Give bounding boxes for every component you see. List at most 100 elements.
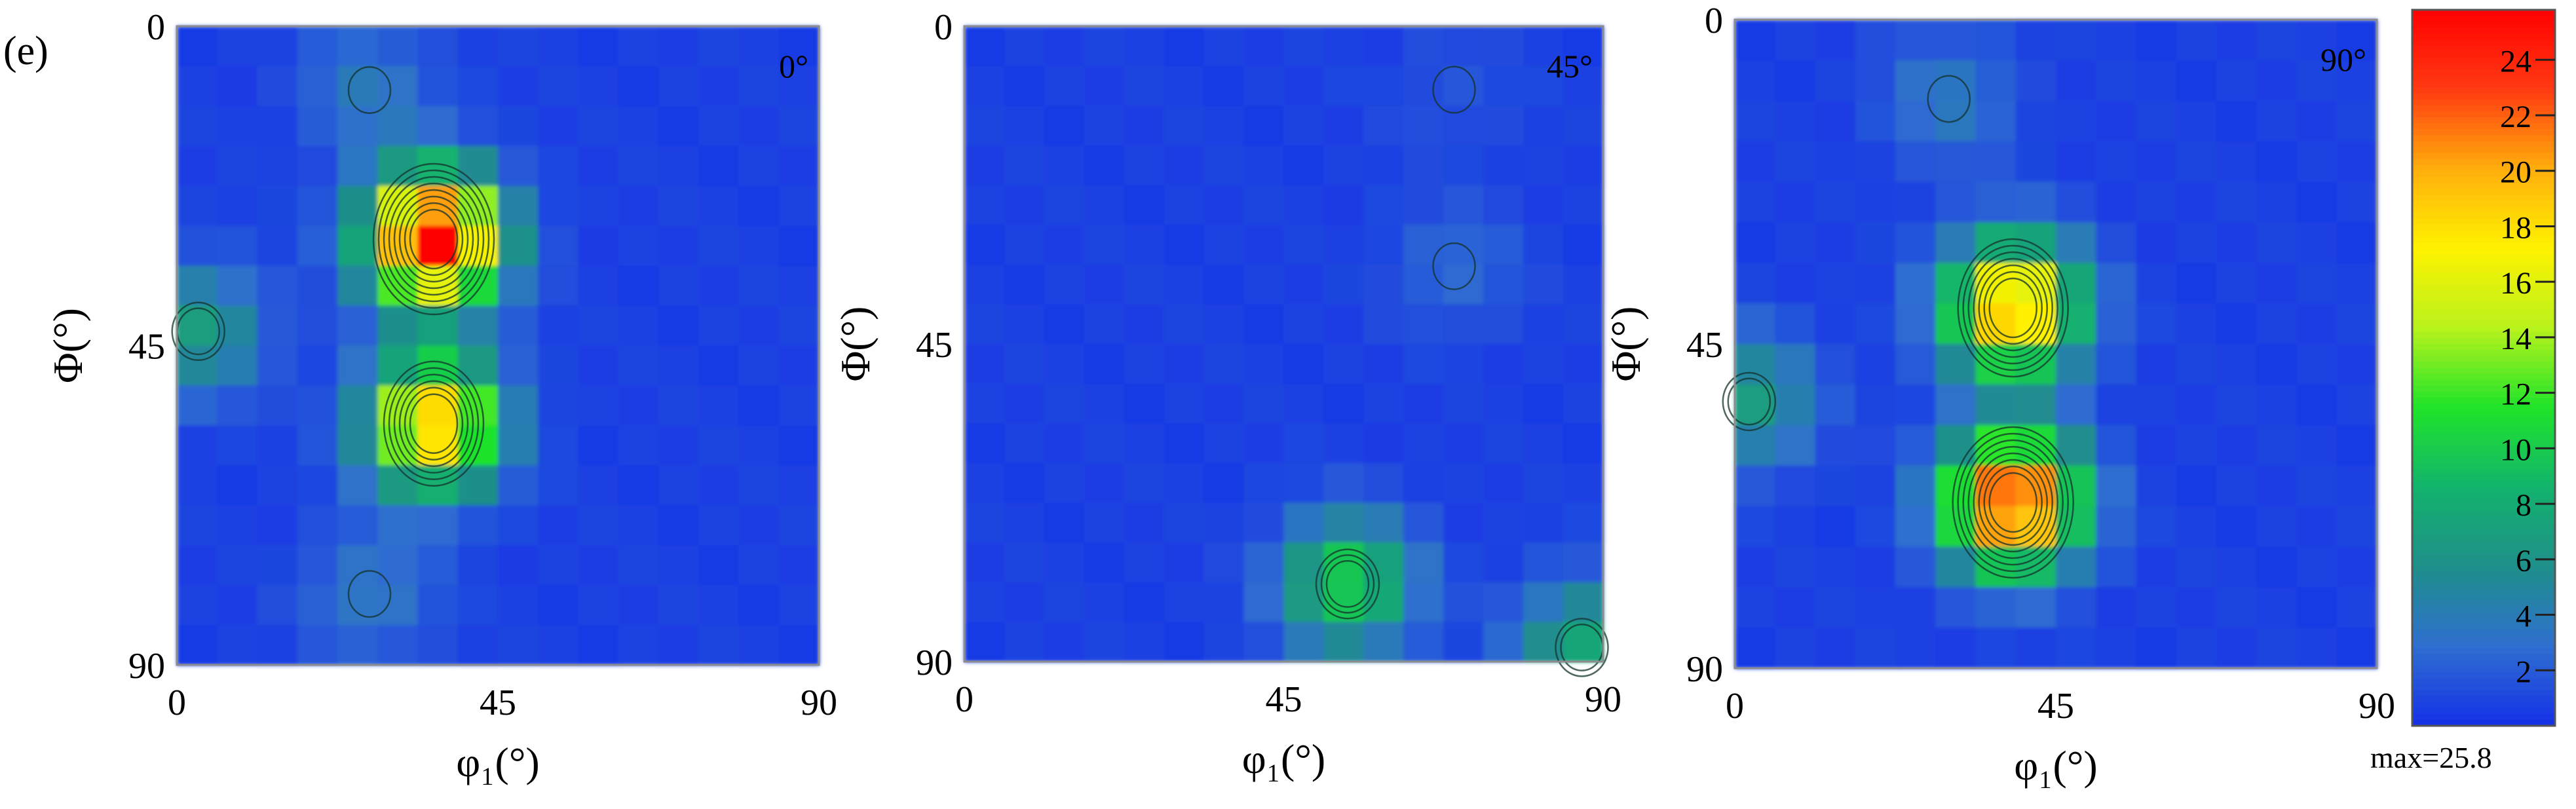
heatmap-cell [1895, 263, 1936, 304]
heatmap-cell [337, 265, 378, 307]
heatmap-cell [2216, 587, 2257, 628]
heatmap-cell [1855, 222, 1896, 264]
heatmap-cell [498, 625, 539, 666]
heatmap-cell [1483, 26, 1524, 67]
heatmap-cell [1124, 185, 1165, 225]
heatmap-cell [1483, 145, 1524, 186]
heatmap-cell [1323, 66, 1365, 106]
y-tick-label: 90 [128, 646, 165, 687]
panel-label: (e) [3, 29, 48, 73]
heatmap-cell [1084, 304, 1125, 345]
heatmap-cell [618, 26, 659, 67]
heatmap-cell [2136, 263, 2177, 304]
heatmap-cell [1323, 502, 1365, 543]
heatmap-cell [1203, 622, 1245, 662]
heatmap-cell [297, 625, 338, 666]
heatmap-cell [2056, 20, 2096, 61]
heatmap-cell [1523, 145, 1564, 186]
heatmap-cell [2096, 20, 2137, 61]
heatmap-cell [457, 265, 499, 307]
colorbar-segment [2412, 141, 2555, 148]
heatmap-cell [1283, 582, 1325, 623]
heatmap-cell [1775, 141, 1816, 183]
colorbar-segment [2412, 666, 2555, 673]
colorbar-tick-label: 10 [2500, 432, 2531, 467]
heatmap-cell [1523, 185, 1564, 225]
heatmap-cell [1403, 185, 1444, 225]
heatmap-cell [1563, 502, 1604, 543]
heatmap-cell [578, 385, 619, 426]
heatmap-cell [964, 622, 1005, 662]
heatmap-cell [964, 145, 1005, 186]
heatmap-cell [1084, 462, 1125, 504]
heatmap-cell [658, 585, 699, 626]
colorbar-segment [2412, 93, 2555, 100]
heatmap-cell [177, 185, 218, 227]
heatmap-cell [778, 145, 820, 187]
heatmap-cell [2256, 303, 2298, 345]
heatmap-cell [1775, 303, 1816, 345]
heatmap-cell [297, 105, 338, 147]
heatmap-cell [2015, 60, 2056, 102]
heatmap-cell [538, 305, 579, 347]
heatmap-cell [1203, 542, 1245, 583]
heatmap-cell [964, 26, 1005, 67]
heatmap-cell [1815, 100, 1856, 142]
heatmap-cell [177, 26, 218, 67]
heatmap-cell [698, 26, 740, 67]
heatmap-cell [1563, 423, 1604, 464]
heatmap-cell [257, 385, 298, 426]
heatmap-cell [2336, 303, 2377, 345]
colorbar-segment [2412, 475, 2555, 482]
contour-line [347, 66, 392, 114]
heatmap-cell [498, 505, 539, 546]
heatmap-cell [1735, 263, 1775, 304]
heatmap-cell [2296, 222, 2338, 264]
colorbar-segment [2412, 320, 2555, 327]
heatmap-cell [2176, 181, 2217, 223]
heatmap-cell [1164, 344, 1205, 385]
heatmap-cell [2336, 587, 2377, 628]
contour-line [393, 189, 474, 290]
heatmap-cell [297, 425, 338, 466]
heatmap-cell [1443, 66, 1484, 106]
heatmap-cell [1164, 145, 1205, 186]
heatmap-cell [498, 265, 539, 307]
y-tick-label: 0 [934, 7, 953, 48]
heatmap-cell [1044, 304, 1085, 345]
colorbar-segment [2412, 206, 2555, 214]
heatmap-cell [217, 465, 258, 506]
heatmap-cell [217, 585, 258, 626]
colorbar-tick-label: 6 [2516, 544, 2531, 578]
colorbar-segment [2412, 260, 2555, 267]
heatmap-cell [658, 345, 699, 386]
heatmap-cell [1203, 264, 1245, 305]
colorbar-segment [2412, 487, 2555, 494]
heatmap-cell [297, 385, 338, 426]
heatmap-cell [2136, 587, 2177, 628]
heatmap-cell [377, 305, 419, 347]
heatmap-cell [2216, 263, 2257, 304]
colorbar-segment [2412, 248, 2555, 255]
colorbar-segment [2412, 415, 2555, 423]
heatmap-cell [578, 225, 619, 267]
heatmap-cell [1895, 20, 1936, 61]
heatmap-cell [2256, 20, 2298, 61]
heatmap-cell [217, 385, 258, 426]
heatmap-cell [1124, 383, 1165, 424]
heatmap-cell [2096, 222, 2137, 264]
heatmap-cell [257, 225, 298, 267]
x-tick-label: 45 [2037, 686, 2074, 726]
heatmap-cell [377, 585, 419, 626]
heatmap-cell [1164, 225, 1205, 265]
heatmap-cell [377, 505, 419, 546]
heatmap-cell [1164, 542, 1205, 583]
heatmap-cell [2176, 60, 2217, 102]
heatmap-cell [337, 105, 378, 147]
heatmap-cell [1483, 622, 1524, 662]
heatmap-cell [1124, 582, 1165, 623]
heatmap-cell [1735, 141, 1775, 183]
heatmap-cell [538, 385, 579, 426]
heatmap-cells [177, 26, 820, 666]
heatmap-cell [1895, 60, 1936, 102]
